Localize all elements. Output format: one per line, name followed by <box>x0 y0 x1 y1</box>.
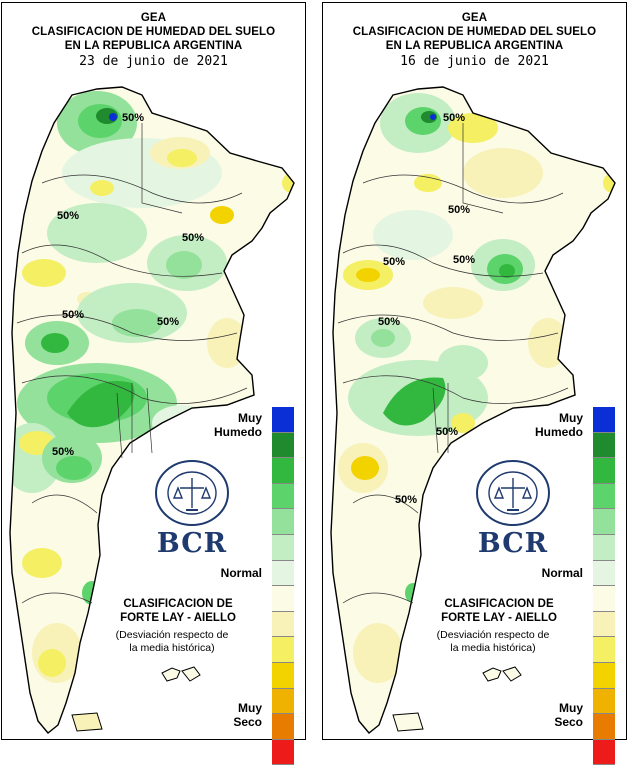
panel-title-line2: CLASIFICACION DE HUMEDAD DEL SUELO <box>352 26 597 38</box>
contour-label: 50% <box>122 112 145 124</box>
panel-title-line3: EN LA REPUBLICA ARGENTINA <box>385 40 564 52</box>
contour-label: 50% <box>157 316 180 328</box>
contour-label: 50% <box>62 309 85 321</box>
color-scale-swatch <box>593 714 615 740</box>
color-scale-swatch <box>593 458 615 484</box>
color-scale-swatch <box>593 432 615 459</box>
panel-title-line3: EN LA REPUBLICA ARGENTINA <box>64 40 243 52</box>
classification-subtitle: (Desviación respecto de la media históric… <box>115 629 229 654</box>
panel-title-gea: GEA <box>140 12 167 24</box>
color-scale-swatch <box>272 509 294 535</box>
color-scale-swatch <box>593 637 615 663</box>
contour-label: 50% <box>453 254 476 266</box>
color-scale-swatch <box>272 637 294 663</box>
color-scale-swatch <box>593 407 615 433</box>
contour-label: 50% <box>436 426 459 438</box>
classification-subtitle: (Desviación respecto de la media históric… <box>436 629 550 654</box>
color-scale <box>272 407 294 765</box>
bcr-logo-text: BCR <box>156 528 228 559</box>
bcr-seal-logo <box>155 460 229 526</box>
color-scale-swatch <box>593 534 615 561</box>
contour-label: 50% <box>52 446 75 458</box>
legend-normal-label: Normal <box>541 566 583 580</box>
color-scale-swatch <box>272 534 294 561</box>
bcr-seal-logo <box>476 460 550 526</box>
color-scale-swatch <box>272 560 294 587</box>
contour-label: 50% <box>57 210 80 222</box>
color-scale-swatch <box>593 560 615 587</box>
legend-normal-label: Normal <box>220 566 262 580</box>
panel-title-line2: CLASIFICACION DE HUMEDAD DEL SUELO <box>31 26 276 38</box>
color-scale-swatch <box>272 662 294 689</box>
contour-label: 50% <box>182 232 205 244</box>
panel-title-gea: GEA <box>461 12 488 24</box>
color-scale-swatch <box>593 688 615 715</box>
map-panel-left: GEA CLASIFICACION DE HUMEDAD DEL SUELO E… <box>1 2 306 765</box>
legend-very-dry-label: Muy Seco <box>554 701 583 729</box>
contour-label: 50% <box>383 256 406 268</box>
contour-label: 50% <box>378 316 401 328</box>
color-scale-swatch <box>272 432 294 459</box>
bcr-logo-text: BCR <box>477 528 549 559</box>
color-scale-swatch <box>272 458 294 484</box>
color-scale-swatch <box>593 483 615 510</box>
legend-very-wet-label: Muy Humedo <box>214 411 262 439</box>
color-scale-swatch <box>593 509 615 535</box>
color-scale-swatch <box>593 611 615 638</box>
color-scale-swatch <box>272 688 294 715</box>
map-panel-right: GEA CLASIFICACION DE HUMEDAD DEL SUELO E… <box>322 2 627 765</box>
color-scale-swatch <box>272 714 294 740</box>
color-scale-swatch <box>593 586 615 612</box>
color-scale-swatch <box>272 611 294 638</box>
color-scale <box>593 407 615 765</box>
classification-title: CLASIFICACION DE FORTE LAY - AIELLO <box>441 598 557 624</box>
contour-label: 50% <box>448 204 471 216</box>
legend-very-dry-label: Muy Seco <box>233 701 262 729</box>
classification-title: CLASIFICACION DE FORTE LAY - AIELLO <box>120 598 236 624</box>
argentina-soil-moisture-map <box>9 86 295 734</box>
color-scale-swatch <box>272 407 294 433</box>
legend-very-wet-label: Muy Humedo <box>535 411 583 439</box>
color-scale-swatch <box>272 586 294 612</box>
contour-label: 50% <box>395 494 418 506</box>
contour-label: 50% <box>443 112 466 124</box>
color-scale-swatch <box>272 483 294 510</box>
argentina-soil-moisture-map <box>330 86 616 734</box>
color-scale-swatch <box>593 662 615 689</box>
panel-date: 23 de junio de 2021 <box>79 54 228 69</box>
panel-date: 16 de junio de 2021 <box>400 54 549 69</box>
